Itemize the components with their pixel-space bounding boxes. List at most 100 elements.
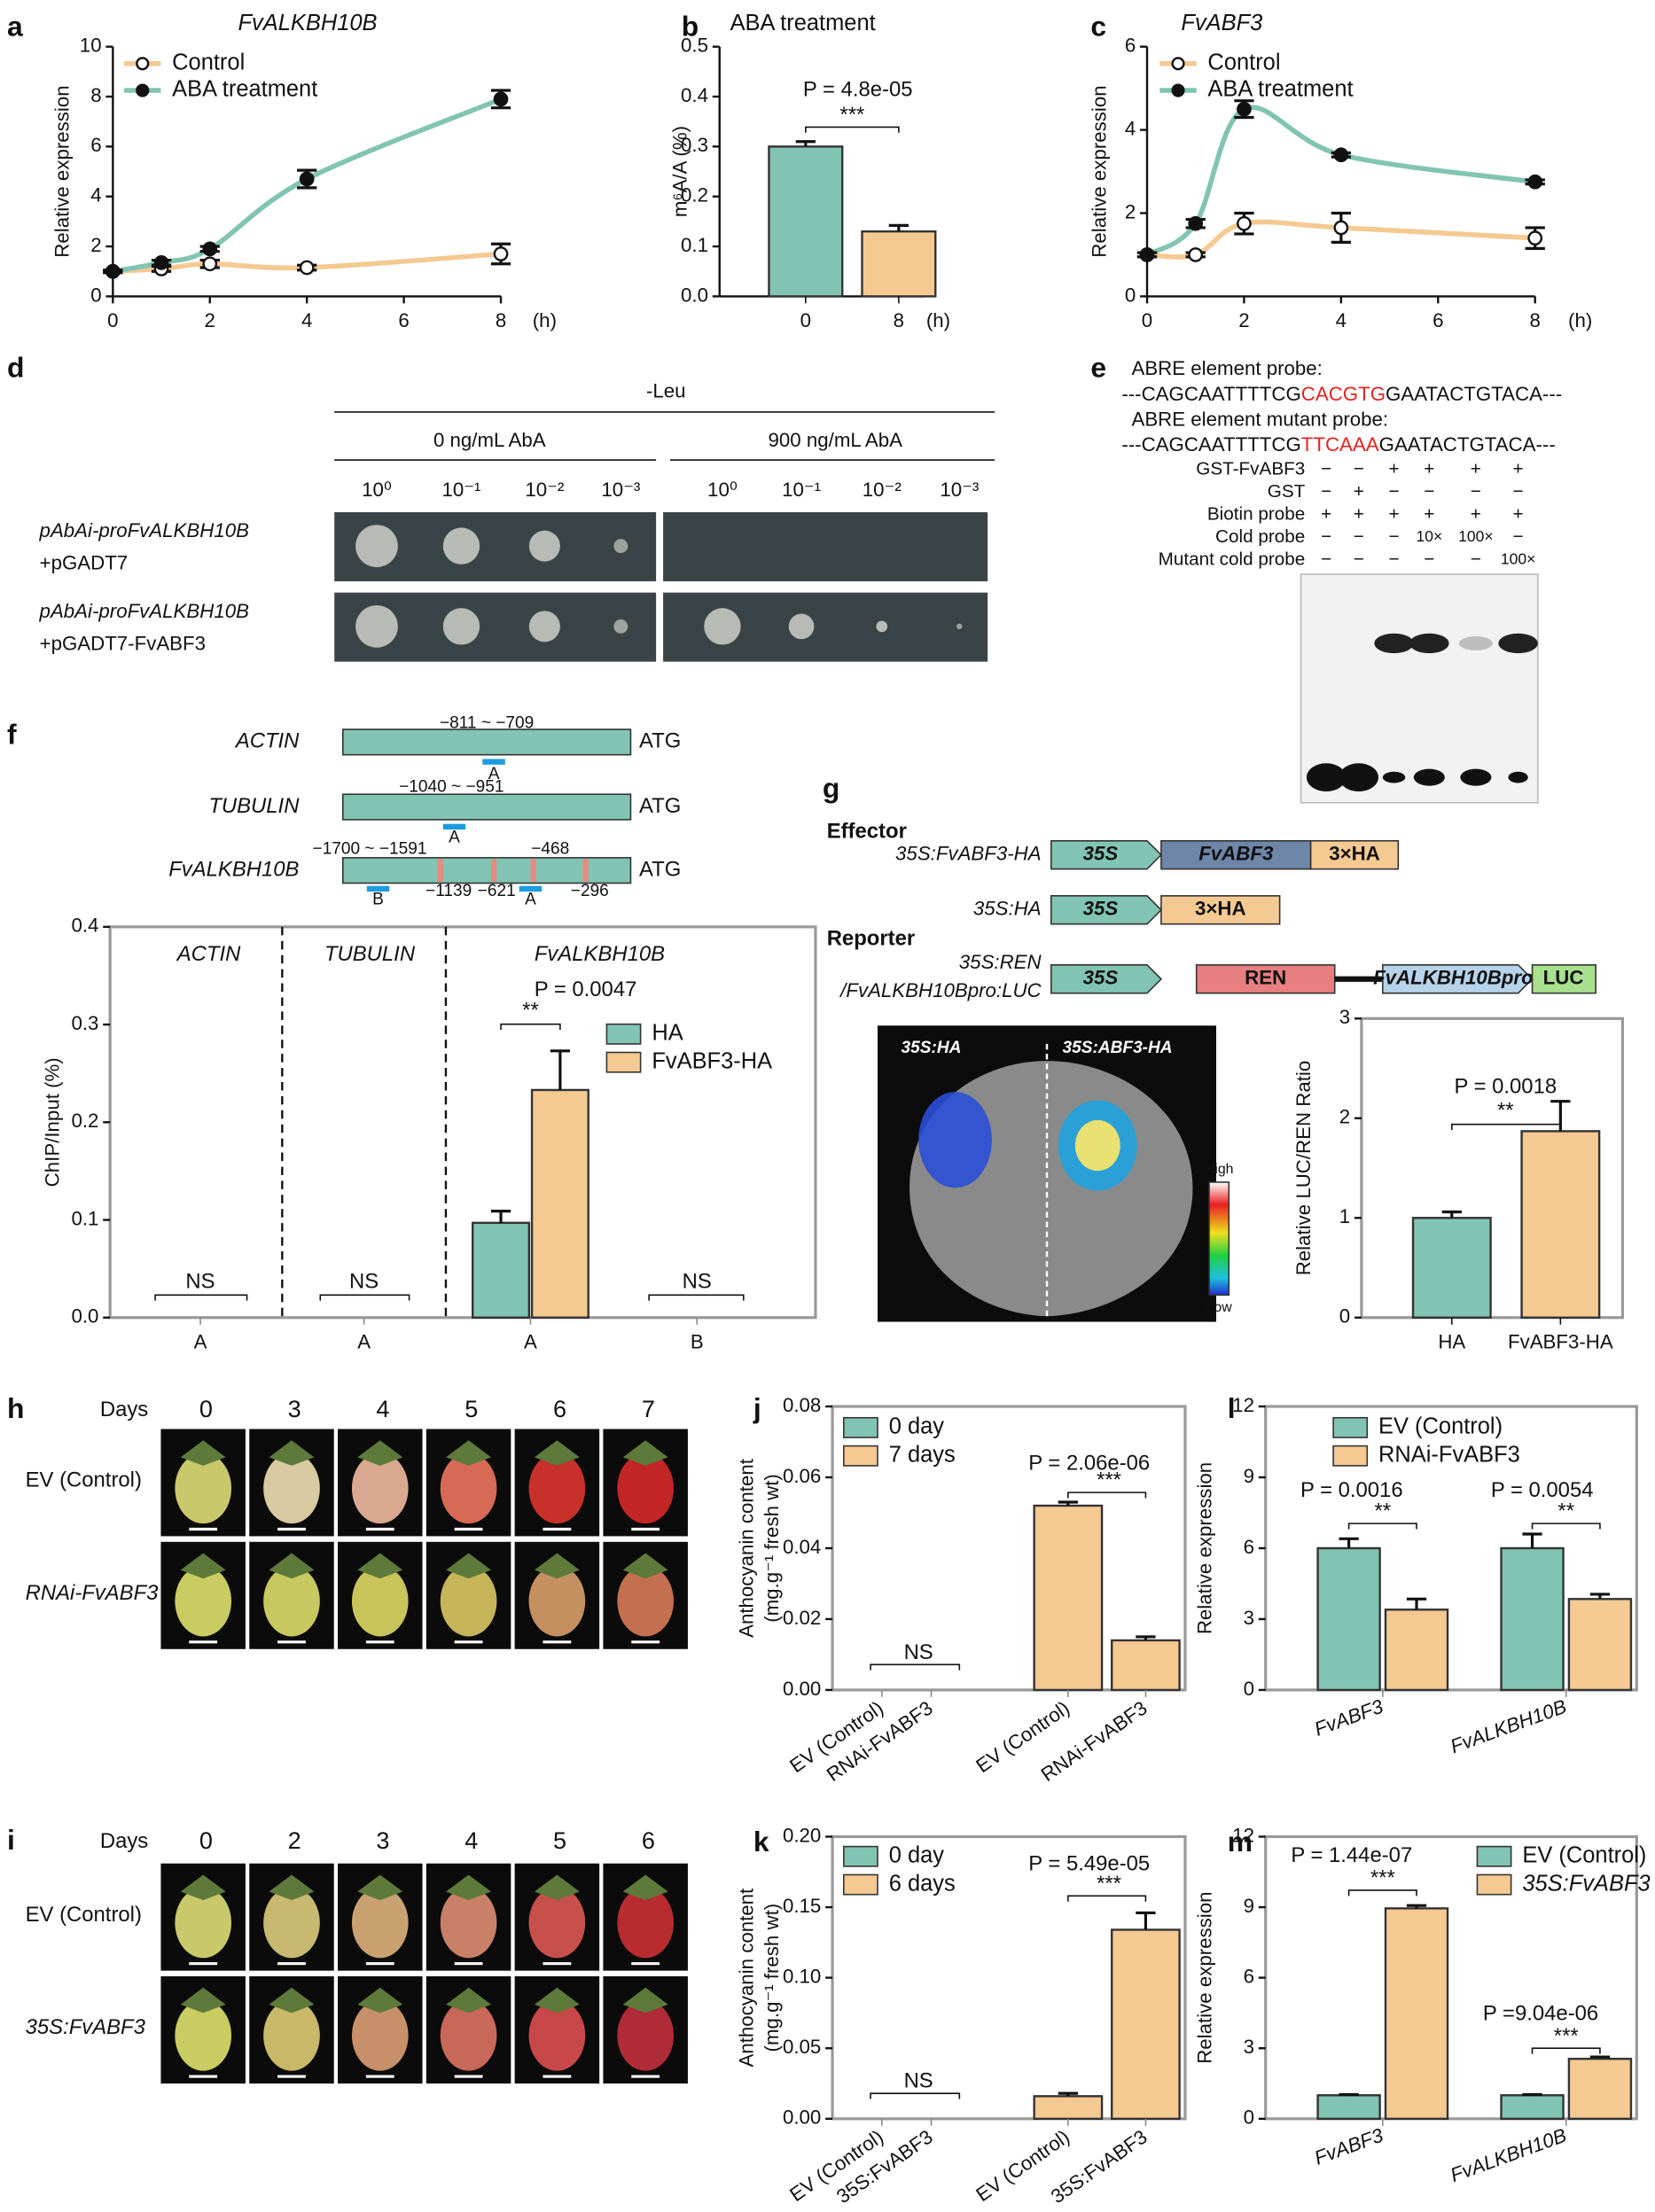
y-axis-label: Relative expression bbox=[1088, 85, 1110, 257]
legend-label: HA bbox=[652, 1021, 683, 1046]
y-tick-label: 6 bbox=[90, 134, 101, 156]
amplicon bbox=[482, 759, 505, 765]
y-tick-label: 0.04 bbox=[783, 1536, 821, 1558]
y-tick-label: 0.15 bbox=[783, 1895, 821, 1917]
fruit bbox=[440, 2000, 497, 2071]
annotation: P =9.04e-06 bbox=[1483, 2001, 1598, 2025]
point bbox=[1188, 247, 1204, 262]
free-probe-band bbox=[1306, 763, 1347, 792]
point bbox=[1333, 147, 1349, 163]
x-tick-label: FvALKBH10B bbox=[1448, 1695, 1570, 1758]
calyx bbox=[622, 1874, 668, 1901]
bar bbox=[530, 1088, 589, 1319]
y-tick-label: 9 bbox=[1244, 1895, 1254, 1917]
calyx bbox=[446, 1440, 492, 1466]
y-tick-label: 3 bbox=[1339, 1006, 1350, 1028]
annotation: P = 0.0054 bbox=[1491, 1478, 1594, 1502]
gene bbox=[1160, 839, 1312, 870]
point bbox=[299, 260, 315, 276]
dilution-label: 10⁰ bbox=[362, 479, 392, 501]
fruit bbox=[617, 2000, 675, 2071]
point bbox=[1333, 220, 1349, 236]
colony bbox=[528, 611, 560, 643]
y-axis-label: Relative LUC/REN Ratio bbox=[1292, 1061, 1315, 1276]
part-label: FvABF3 bbox=[1198, 843, 1274, 865]
bar bbox=[1411, 1217, 1492, 1319]
chart-title: FvALKBH10B bbox=[238, 11, 377, 35]
shift-band bbox=[1498, 633, 1538, 654]
cell: + bbox=[1513, 504, 1524, 525]
cell: − bbox=[1321, 549, 1331, 570]
cell: − bbox=[1424, 549, 1434, 570]
row-label: GST bbox=[1268, 481, 1306, 502]
gene-name: TUBULIN bbox=[208, 794, 300, 818]
calyx bbox=[622, 1553, 668, 1579]
panel-letter: j bbox=[753, 1392, 761, 1424]
annotation: *** bbox=[1097, 1468, 1121, 1492]
site-position: −1139 bbox=[425, 882, 472, 900]
y-tick-label: 0 bbox=[1244, 1678, 1254, 1700]
row-label: Mutant cold probe bbox=[1159, 549, 1306, 570]
legend-label: FvABF3-HA bbox=[652, 1048, 772, 1073]
significance-bracket bbox=[1451, 1123, 1562, 1131]
legend-label: Control bbox=[172, 50, 245, 74]
x-tick-label: FvABF3-HA bbox=[1508, 1330, 1613, 1352]
significance-bracket bbox=[500, 1023, 561, 1031]
point bbox=[493, 91, 509, 107]
leaf-label: 35S:HA bbox=[902, 1039, 962, 1057]
days-label: Days bbox=[100, 1398, 148, 1421]
free-probe-band bbox=[1382, 771, 1406, 783]
cell: + bbox=[1321, 504, 1331, 525]
cell: + bbox=[1424, 459, 1434, 479]
scale-label: Low bbox=[1206, 1300, 1233, 1315]
atg-label: ATG bbox=[639, 794, 681, 818]
row-label: +pGADT7-FvABF3 bbox=[40, 632, 206, 654]
scale-label: High bbox=[1205, 1162, 1234, 1177]
bar bbox=[1384, 1608, 1449, 1692]
colony bbox=[876, 620, 888, 633]
panel-letter: e bbox=[1090, 352, 1106, 384]
fruit bbox=[528, 1887, 586, 1959]
sequence-part: TTCAAA bbox=[1301, 433, 1379, 456]
day-label: 5 bbox=[464, 1396, 478, 1422]
colony bbox=[355, 604, 398, 648]
fruit bbox=[351, 2000, 409, 2071]
y-tick-label: 0.20 bbox=[783, 1824, 821, 1846]
y-axis-label: Relative expression bbox=[1194, 1462, 1216, 1634]
x-tick-label: 6 bbox=[398, 309, 409, 331]
x-tick-label: FvABF3 bbox=[1311, 2123, 1386, 2169]
calyx bbox=[357, 1987, 403, 2013]
construct-name: /FvALKBH10Bpro:LUC bbox=[839, 979, 1042, 1001]
plate bbox=[663, 511, 988, 581]
row-label: Biotin probe bbox=[1207, 504, 1305, 525]
colony bbox=[704, 608, 741, 645]
y-tick-label: 1 bbox=[1339, 1205, 1350, 1227]
free-probe-band bbox=[1339, 763, 1379, 792]
colony bbox=[956, 623, 963, 630]
y-tick-label: 0.10 bbox=[783, 1966, 821, 1988]
point bbox=[1527, 230, 1543, 246]
bar bbox=[1316, 2094, 1381, 2120]
annotation: *** bbox=[839, 103, 864, 127]
panel-letter: m bbox=[1228, 1826, 1253, 1858]
sequence-part: ---CAGCAATTTTCG bbox=[1121, 383, 1300, 405]
y-axis-label: ChIP/Input (%) bbox=[41, 1057, 63, 1187]
y-tick-label: 2 bbox=[1339, 1106, 1350, 1128]
calyx bbox=[269, 1874, 315, 1901]
point bbox=[1139, 247, 1155, 262]
annotation: NS bbox=[904, 2069, 933, 2093]
construct-name: 35S:HA bbox=[973, 898, 1042, 920]
range-label: −1700 ~ −1591 bbox=[313, 839, 427, 858]
fruit bbox=[351, 1453, 409, 1524]
abre-site bbox=[530, 859, 536, 882]
annotation: NS bbox=[185, 1269, 215, 1293]
annotation: ** bbox=[1375, 1499, 1392, 1523]
y-tick-label: 0.2 bbox=[681, 184, 708, 206]
bar bbox=[1384, 1907, 1449, 2120]
fruit bbox=[528, 2000, 586, 2071]
cell: − bbox=[1388, 526, 1399, 547]
cell: 100× bbox=[1501, 550, 1535, 568]
x-tick-label: 8 bbox=[1530, 309, 1541, 331]
abre-site bbox=[582, 859, 589, 882]
bar bbox=[1111, 1639, 1181, 1692]
